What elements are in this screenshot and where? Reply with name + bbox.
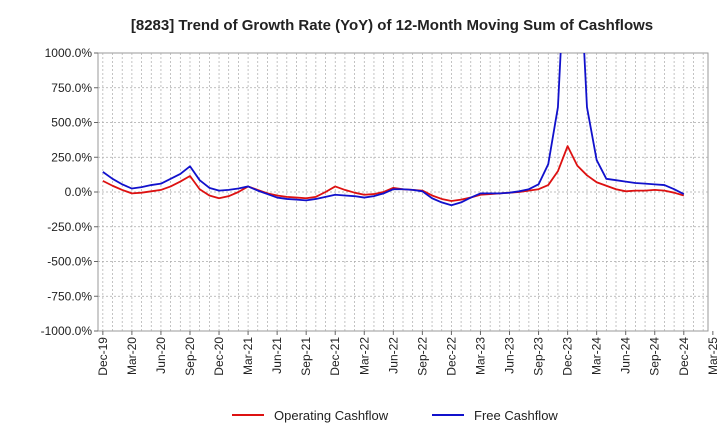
y-tick-label: -500.0%: [47, 255, 92, 269]
y-axis-ticks: -1000.0% -750.0% -500.0% -250.0% 0.0% 250.0% 5…: [41, 46, 98, 338]
x-tick-label: Jun-24: [619, 337, 633, 374]
x-tick-label: Jun-23: [503, 337, 517, 374]
x-tick-label: Mar-23: [473, 337, 487, 375]
x-tick-label: Jun-22: [386, 337, 400, 374]
y-tick-label: -1000.0%: [41, 324, 93, 338]
x-tick-label: Dec-24: [677, 337, 691, 376]
legend: Operating Cashflow Free Cashflow: [232, 408, 558, 423]
x-tick-label: Mar-22: [357, 337, 371, 375]
x-tick-label: Dec-19: [96, 337, 110, 376]
x-tick-label: Sep-21: [299, 337, 313, 376]
grid-lines: [98, 53, 708, 331]
series-lines: [102, 53, 685, 207]
x-tick-label: Sep-22: [415, 337, 429, 376]
y-tick-label: -250.0%: [47, 220, 92, 234]
y-tick-label: 1000.0%: [45, 46, 93, 60]
series-line-free-cashflow: [102, 53, 685, 207]
x-tick-label: Sep-24: [648, 337, 662, 376]
x-tick-label: Dec-20: [212, 337, 226, 376]
x-tick-label: Mar-24: [590, 337, 604, 375]
x-tick-label: Mar-25: [706, 337, 720, 375]
y-tick-label: 750.0%: [51, 81, 92, 95]
x-tick-label: Mar-21: [241, 337, 255, 375]
series-line-operating-cashflow: [102, 145, 685, 202]
x-tick-label: Jun-21: [270, 337, 284, 374]
x-tick-label: Dec-22: [444, 337, 458, 376]
chart-title: [8283] Trend of Growth Rate (YoY) of 12-…: [131, 17, 653, 34]
y-tick-label: 500.0%: [51, 116, 92, 130]
x-tick-label: Dec-23: [561, 337, 575, 376]
legend-label: Operating Cashflow: [274, 408, 389, 423]
y-tick-label: -750.0%: [47, 289, 92, 303]
x-tick-label: Mar-20: [125, 337, 139, 375]
x-tick-label: Dec-21: [328, 337, 342, 376]
x-tick-label: Sep-20: [183, 337, 197, 376]
x-tick-label: Jun-20: [154, 337, 168, 374]
y-tick-label: 250.0%: [51, 150, 92, 164]
legend-label: Free Cashflow: [474, 408, 558, 423]
y-tick-label: 0.0%: [65, 185, 93, 199]
x-axis-ticks: Dec-19 Mar-20 Jun-20 Sep-20 Dec-20 Mar-21 Jun-…: [96, 331, 720, 376]
x-tick-label: Sep-23: [532, 337, 546, 376]
